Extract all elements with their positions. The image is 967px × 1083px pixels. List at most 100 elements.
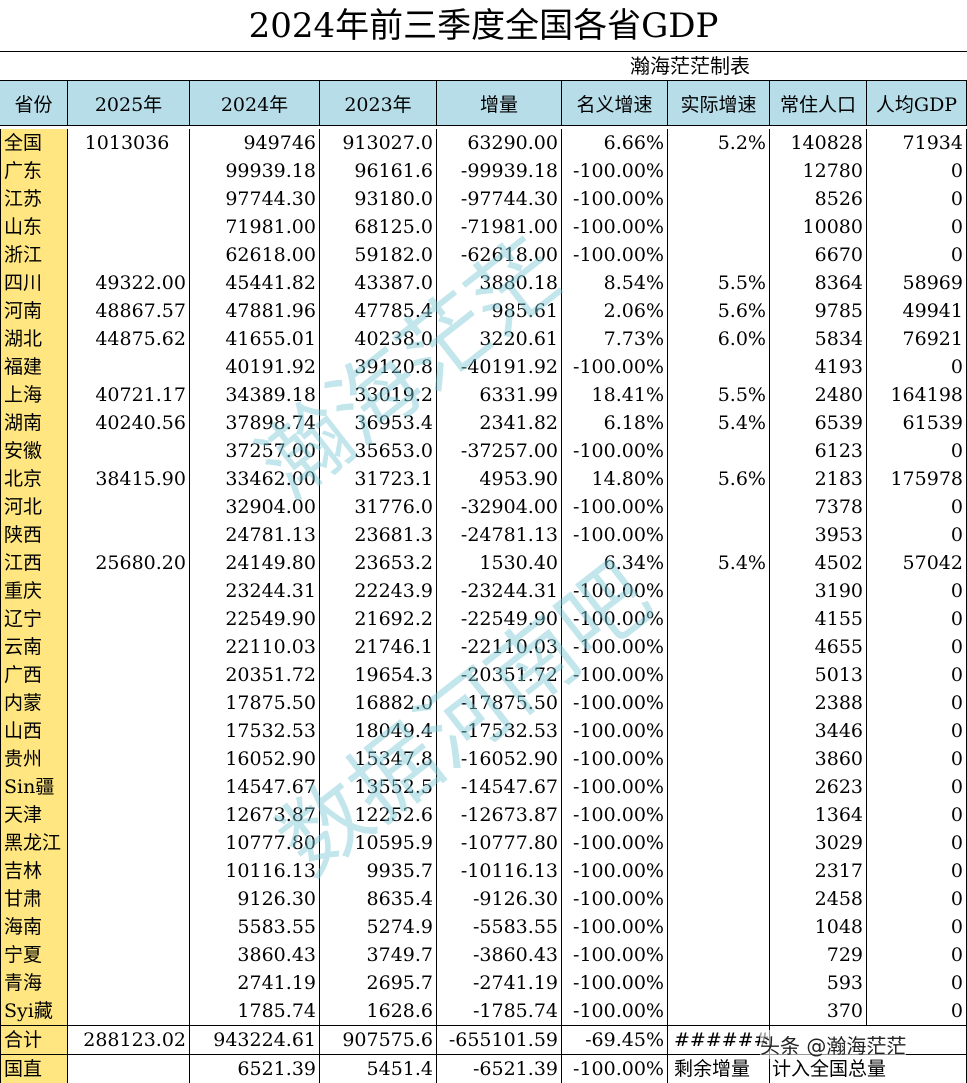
cell-real-growth[interactable]: [668, 689, 770, 717]
cell-nominal-growth[interactable]: 6.18%: [562, 409, 668, 437]
cell-gdp-2024[interactable]: 41655.01: [190, 325, 320, 353]
cell-population[interactable]: 9785: [770, 297, 867, 325]
cell-gdp-2024[interactable]: 17875.50: [190, 689, 320, 717]
cell-real-growth[interactable]: 6.0%: [668, 325, 770, 353]
cell-province[interactable]: 广西: [0, 661, 68, 689]
cell-gdp-2025[interactable]: [68, 829, 190, 857]
cell-real-growth[interactable]: [668, 773, 770, 801]
cell-real-growth[interactable]: 5.2%: [668, 129, 770, 157]
cell-increment[interactable]: -9126.30: [437, 885, 562, 913]
cell-gdp-2023[interactable]: 1628.6: [320, 997, 437, 1025]
cell-gdp-2025[interactable]: [68, 185, 190, 213]
cell-gdp-2025[interactable]: [68, 997, 190, 1025]
cell-gdp-2025[interactable]: [68, 493, 190, 521]
cell-gdp-2024[interactable]: 34389.18: [190, 381, 320, 409]
cell-increment[interactable]: -6521.39: [437, 1055, 562, 1083]
cell-province[interactable]: 上海: [0, 381, 68, 409]
cell-gdp-2024[interactable]: 24781.13: [190, 521, 320, 549]
cell-increment[interactable]: 3880.18: [437, 269, 562, 297]
cell-nominal-growth[interactable]: -69.45%: [562, 1026, 668, 1054]
cell-population[interactable]: 6123: [770, 437, 867, 465]
cell-real-growth[interactable]: [668, 745, 770, 773]
cell-population[interactable]: 3029: [770, 829, 867, 857]
cell-real-growth[interactable]: [668, 885, 770, 913]
cell-gdp-2025[interactable]: [68, 661, 190, 689]
cell-gdp-2025[interactable]: [68, 941, 190, 969]
cell-gdp-2025[interactable]: [68, 689, 190, 717]
cell-increment[interactable]: -24781.13: [437, 521, 562, 549]
cell-gdp-2024[interactable]: 24149.80: [190, 549, 320, 577]
cell-gdp-per-capita[interactable]: 0: [867, 801, 967, 829]
cell-increment[interactable]: -22549.90: [437, 605, 562, 633]
cell-gdp-2024[interactable]: 40191.92: [190, 353, 320, 381]
cell-nominal-growth[interactable]: -100.00%: [562, 997, 668, 1025]
cell-population[interactable]: 计入全国总量: [770, 1055, 967, 1083]
cell-real-growth[interactable]: [668, 997, 770, 1025]
cell-nominal-growth[interactable]: -100.00%: [562, 213, 668, 241]
cell-gdp-per-capita[interactable]: 0: [867, 605, 967, 633]
cell-population[interactable]: 8526: [770, 185, 867, 213]
cell-population[interactable]: 7378: [770, 493, 867, 521]
cell-gdp-2023[interactable]: 23653.2: [320, 549, 437, 577]
cell-gdp-per-capita[interactable]: 0: [867, 437, 967, 465]
cell-increment[interactable]: -22110.03: [437, 633, 562, 661]
cell-gdp-2025[interactable]: 38415.90: [68, 465, 190, 493]
cell-gdp-per-capita[interactable]: 71934: [867, 129, 967, 157]
cell-real-growth[interactable]: [668, 969, 770, 997]
cell-province[interactable]: 国直: [0, 1055, 68, 1083]
cell-real-growth[interactable]: [668, 913, 770, 941]
cell-gdp-2023[interactable]: 68125.0: [320, 213, 437, 241]
cell-population[interactable]: 2623: [770, 773, 867, 801]
cell-nominal-growth[interactable]: -100.00%: [562, 605, 668, 633]
cell-gdp-per-capita[interactable]: 49941: [867, 297, 967, 325]
cell-gdp-2025[interactable]: [68, 241, 190, 269]
cell-province[interactable]: Syi藏: [0, 997, 68, 1025]
cell-population[interactable]: 5834: [770, 325, 867, 353]
cell-increment[interactable]: -655101.59: [437, 1026, 562, 1054]
cell-gdp-2025[interactable]: [68, 745, 190, 773]
cell-gdp-2025[interactable]: 40240.56: [68, 409, 190, 437]
cell-gdp-2024[interactable]: 62618.00: [190, 241, 320, 269]
cell-increment[interactable]: -10777.80: [437, 829, 562, 857]
cell-gdp-per-capita[interactable]: 57042: [867, 549, 967, 577]
cell-population[interactable]: 3446: [770, 717, 867, 745]
cell-gdp-2023[interactable]: 21692.2: [320, 605, 437, 633]
cell-gdp-2023[interactable]: 40238.0: [320, 325, 437, 353]
cell-province[interactable]: 江苏: [0, 185, 68, 213]
cell-province[interactable]: 湖北: [0, 325, 68, 353]
cell-nominal-growth[interactable]: 18.41%: [562, 381, 668, 409]
cell-province[interactable]: 内蒙: [0, 689, 68, 717]
cell-gdp-2024[interactable]: 20351.72: [190, 661, 320, 689]
cell-gdp-2023[interactable]: 3749.7: [320, 941, 437, 969]
cell-gdp-2024[interactable]: 23244.31: [190, 577, 320, 605]
cell-gdp-2023[interactable]: 31723.1: [320, 465, 437, 493]
cell-gdp-per-capita[interactable]: 0: [867, 157, 967, 185]
cell-province[interactable]: 黑龙江: [0, 829, 68, 857]
cell-population[interactable]: 1364: [770, 801, 867, 829]
cell-real-growth[interactable]: 5.6%: [668, 297, 770, 325]
cell-gdp-2023[interactable]: 18049.4: [320, 717, 437, 745]
cell-province[interactable]: 贵州: [0, 745, 68, 773]
cell-province[interactable]: 河南: [0, 297, 68, 325]
cell-gdp-2023[interactable]: 35653.0: [320, 437, 437, 465]
cell-increment[interactable]: 1530.40: [437, 549, 562, 577]
cell-gdp-2024[interactable]: 16052.90: [190, 745, 320, 773]
cell-province[interactable]: 安徽: [0, 437, 68, 465]
cell-gdp-2023[interactable]: 10595.9: [320, 829, 437, 857]
cell-gdp-2025[interactable]: [68, 913, 190, 941]
cell-gdp-per-capita[interactable]: 0: [867, 521, 967, 549]
cell-gdp-per-capita[interactable]: 0: [867, 353, 967, 381]
cell-gdp-per-capita[interactable]: 0: [867, 185, 967, 213]
cell-province[interactable]: 天津: [0, 801, 68, 829]
cell-gdp-2024[interactable]: 99939.18: [190, 157, 320, 185]
cell-gdp-per-capita[interactable]: 0: [867, 829, 967, 857]
cell-gdp-per-capita[interactable]: 175978: [867, 465, 967, 493]
cell-province[interactable]: 河北: [0, 493, 68, 521]
cell-gdp-2025[interactable]: [68, 353, 190, 381]
cell-population[interactable]: 3953: [770, 521, 867, 549]
cell-population[interactable]: 1048: [770, 913, 867, 941]
cell-gdp-2023[interactable]: 5274.9: [320, 913, 437, 941]
cell-increment[interactable]: -71981.00: [437, 213, 562, 241]
cell-gdp-2023[interactable]: 33019.2: [320, 381, 437, 409]
cell-province[interactable]: 四川: [0, 269, 68, 297]
